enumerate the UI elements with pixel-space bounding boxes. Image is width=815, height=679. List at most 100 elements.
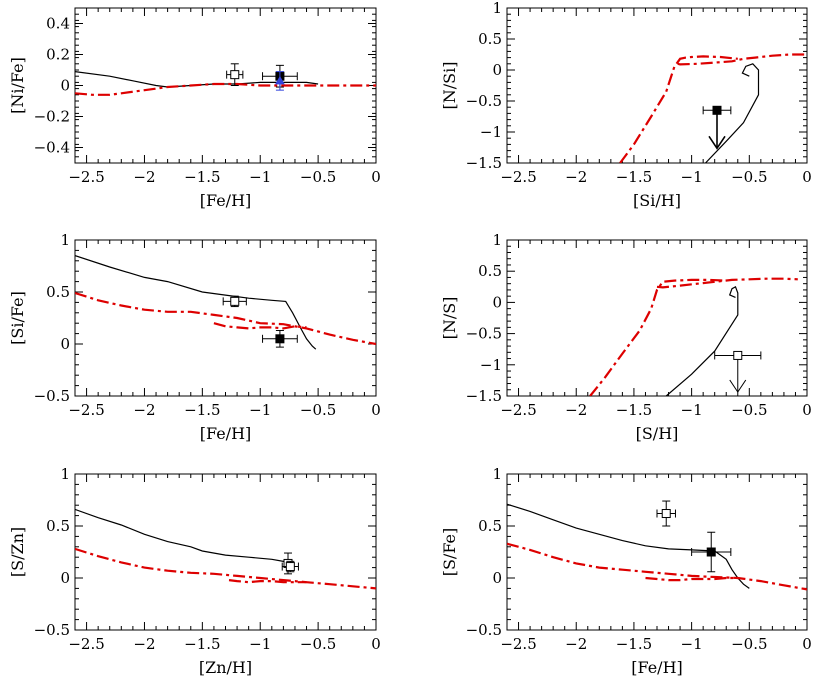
- panel-n_si: −2.5 −2 −1.5 −1 −0.5 0 −1.5 −1 −0.5 0 0.5 1 [Si/H] [N…: [440, 0, 812, 210]
- x-tick-label: −2.5: [500, 635, 536, 653]
- y-axis-label: [S/Zn]: [8, 527, 27, 577]
- x-tick-label: −2: [133, 168, 155, 186]
- x-tick-label: −1: [681, 168, 703, 186]
- data-point: [275, 71, 285, 91]
- x-tick-label: −0.5: [731, 168, 767, 186]
- x-tick-label: −1: [681, 401, 703, 419]
- x-tick-label: −1: [681, 635, 703, 653]
- x-tick-label: −2: [565, 168, 587, 186]
- y-axis-label: [N/Si]: [440, 62, 459, 110]
- x-tick-label: −1.5: [616, 635, 652, 653]
- model-curve-solid: [665, 285, 739, 396]
- y-tick-label: −0.5: [34, 387, 70, 405]
- panel-s_zn: −2.5 −2 −1.5 −1 −0.5 0 −0.5 0 0.5 1 [Zn/H] [S/Zn]: [8, 465, 381, 677]
- open-square-marker: [285, 562, 295, 572]
- x-tick-label: −2.5: [68, 401, 104, 419]
- x-tick-label: −0.5: [300, 635, 336, 653]
- y-tick-label: −1.5: [466, 387, 502, 405]
- x-tick-label: 0: [371, 635, 381, 653]
- y-tick-label: −0.4: [34, 139, 70, 157]
- y-tick-label: 0.5: [478, 262, 502, 280]
- x-axis-label: [Fe/H]: [200, 191, 252, 210]
- y-tick-label: 0.5: [46, 517, 70, 535]
- x-tick-label: −0.5: [731, 401, 767, 419]
- filled-square-marker: [706, 547, 716, 557]
- x-tick-label: −1.5: [184, 401, 220, 419]
- limit-arrow-head: [729, 379, 747, 393]
- y-tick-label: 0.4: [46, 15, 70, 33]
- y-axis-label: [N/S]: [440, 297, 459, 340]
- y-axis-label: [Ni/Fe]: [8, 57, 27, 114]
- y-axis-label: [Si/Fe]: [8, 291, 27, 345]
- x-tick-label: −0.5: [731, 635, 767, 653]
- y-tick-label: 0: [492, 293, 502, 311]
- x-axis-label: [Zn/H]: [199, 658, 252, 677]
- y-tick-label: 1: [492, 465, 502, 483]
- y-tick-label: 0.5: [478, 30, 502, 48]
- x-axis-label: [Fe/H]: [200, 424, 252, 443]
- y-tick-label: 0: [60, 569, 70, 587]
- x-axis-label: [Fe/H]: [631, 658, 683, 677]
- x-tick-label: 0: [371, 401, 381, 419]
- x-tick-label: 0: [802, 635, 812, 653]
- model-curve-dashdot: [656, 277, 798, 289]
- panel-si_fe: −2.5 −2 −1.5 −1 −0.5 0 −0.5 0 0.5 1 [Fe/H] [Si/Fe]: [8, 231, 381, 443]
- y-tick-label: 0.5: [46, 283, 70, 301]
- model-curve-dashdot: [75, 82, 376, 96]
- y-tick-label: −0.2: [34, 108, 70, 126]
- data-point: [691, 531, 732, 573]
- y-axis-label: [S/Fe]: [440, 528, 459, 577]
- y-tick-label: −0.5: [466, 621, 502, 639]
- limit-arrow-head: [708, 135, 726, 150]
- y-tick-label: 1: [492, 231, 502, 249]
- x-tick-label: −1.5: [184, 168, 220, 186]
- x-tick-label: 0: [371, 168, 381, 186]
- open-square-marker: [230, 296, 240, 306]
- model-curve-dashdot: [507, 542, 807, 591]
- model-curve-solid: [705, 63, 760, 163]
- x-tick-label: 0: [802, 168, 812, 186]
- x-tick-label: −2.5: [68, 168, 104, 186]
- plot-frame: [74, 239, 377, 397]
- y-tick-label: 1: [60, 465, 70, 483]
- y-tick-label: 0: [60, 77, 70, 95]
- y-tick-label: 1: [492, 0, 502, 17]
- open-square-marker: [661, 509, 671, 519]
- model-curve-solid: [75, 255, 317, 350]
- data-point: [656, 500, 676, 527]
- y-tick-label: −1: [480, 123, 502, 141]
- x-tick-label: −2: [133, 635, 155, 653]
- plot-frame: [506, 7, 808, 164]
- y-tick-label: 0.2: [46, 46, 70, 64]
- y-tick-label: −1.5: [466, 154, 502, 172]
- y-tick-label: −0.5: [34, 621, 70, 639]
- model-curve-dashdot: [619, 55, 738, 163]
- panel-n_s: −2.5 −2 −1.5 −1 −0.5 0 −1.5 −1 −0.5 0 0.5 1 [S/H] [N/…: [440, 231, 812, 443]
- model-curve-solid: [507, 503, 750, 589]
- x-tick-label: −2.5: [68, 635, 104, 653]
- model-curve-dashdot: [228, 579, 307, 584]
- y-tick-label: −0.5: [466, 325, 502, 343]
- x-axis-label: [Si/H]: [633, 191, 681, 210]
- x-tick-label: −2: [565, 635, 587, 653]
- x-tick-label: −1.5: [616, 168, 652, 186]
- panel-ni_fe: −2.5 −2 −1.5 −1 −0.5 0 −0.4 −0.2 0 0.2 0.4 [Fe/H] [N…: [8, 7, 381, 210]
- x-tick-label: −2.5: [500, 168, 536, 186]
- model-curve-dashdot: [589, 278, 727, 396]
- data-point: [262, 329, 298, 348]
- model-curve-dashdot: [75, 291, 376, 346]
- x-tick-label: −0.5: [300, 168, 336, 186]
- y-tick-label: −0.5: [466, 92, 502, 110]
- x-tick-label: −1: [249, 168, 271, 186]
- y-tick-label: −1: [480, 356, 502, 374]
- x-tick-label: 0: [802, 401, 812, 419]
- open-square-marker: [733, 350, 743, 360]
- data-point: [226, 63, 244, 86]
- x-tick-label: −2: [565, 401, 587, 419]
- x-tick-label: −1: [249, 635, 271, 653]
- x-tick-label: −0.5: [300, 401, 336, 419]
- model-curve-solid: [75, 508, 293, 564]
- x-axis-label: [S/H]: [636, 424, 679, 443]
- data-point: [281, 560, 299, 573]
- upper-limit-point: [702, 105, 732, 150]
